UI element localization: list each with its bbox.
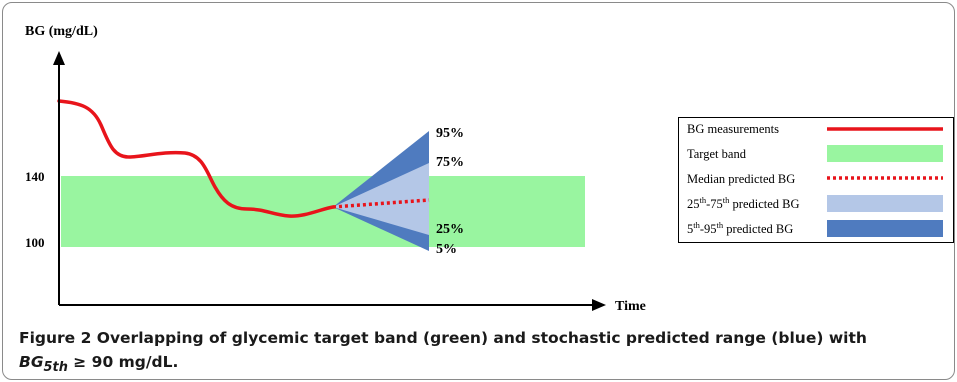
x-axis-arrow-icon [592,299,606,311]
label-25th: 25% [436,222,464,237]
x-axis-label: Time [615,299,646,314]
caption-suffix: ≥ 90 mg/dL. [67,353,179,371]
median-predicted-line [332,198,430,209]
label-5th: 5% [436,242,457,257]
legend-swatch-target [827,145,943,162]
caption-variable-subscript: 5th [43,360,68,376]
y-axis-arrow-icon [53,51,65,65]
legend-swatch-iqr [827,195,943,212]
legend-label-target: Target band [687,147,747,161]
label-95th: 95% [436,126,464,141]
legend-label-iqr: 25th-75th predicted BG [687,195,800,211]
legend-swatch-outer [827,220,943,237]
legend-label-measurements: BG measurements [687,122,779,136]
glycemic-prediction-diagram: BG (mg/dL) Time 140 100 95% 75% 25% 5% B… [25,24,954,314]
y-axis-label: BG (mg/dL) [25,24,98,39]
legend: BG measurements Target band Median predi… [678,117,954,243]
caption-prefix: Figure 2 Overlapping of glycemic target … [19,329,867,347]
caption-variable: BG [19,353,44,371]
iqr-predicted-range [333,163,429,235]
label-75th: 75% [436,155,464,170]
y-tick-100: 100 [25,235,45,250]
legend-label-median: Median predicted BG [687,172,795,186]
legend-label-outer: 5th-95th predicted BG [687,220,793,236]
bg-measurements-curve [57,99,335,218]
target-band [61,176,585,247]
y-tick-140: 140 [25,169,45,184]
figure-caption: Figure 2 Overlapping of glycemic target … [19,326,939,379]
